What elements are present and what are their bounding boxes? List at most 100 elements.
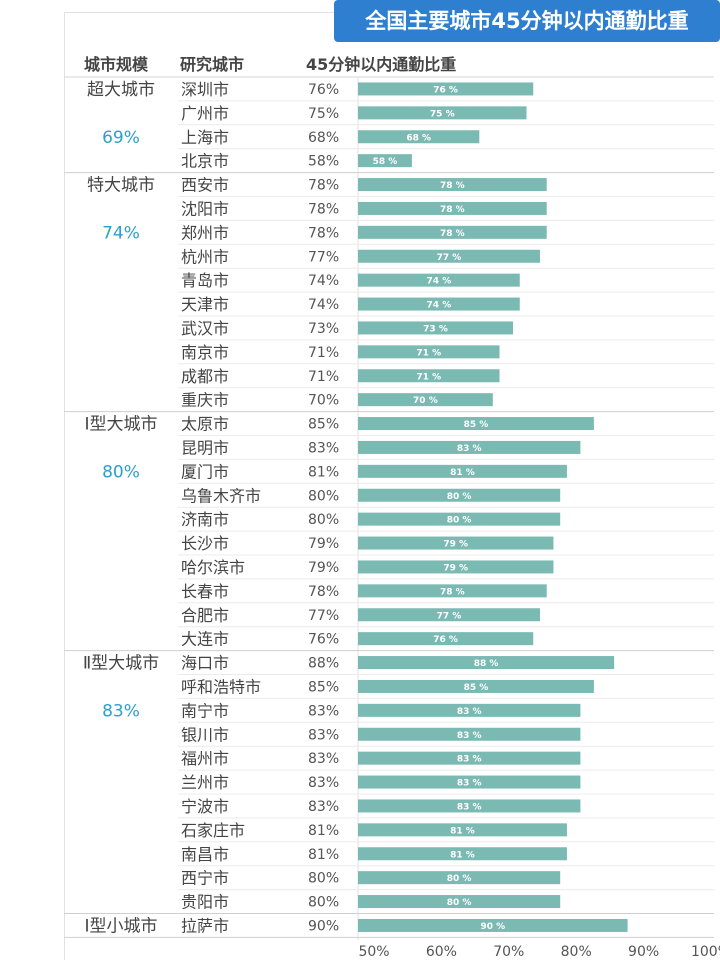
bar-data-label: 81 %: [450, 826, 475, 836]
city-value-label: 83%: [308, 751, 339, 767]
city-value-label: 71%: [308, 345, 339, 361]
bar: [358, 225, 547, 239]
bar-data-label: 83 %: [457, 779, 482, 789]
city-value-label: 79%: [308, 536, 339, 552]
bar-data-label: 81 %: [450, 468, 475, 478]
city-value-label: 78%: [308, 178, 339, 194]
city-value-label: 80%: [308, 512, 339, 528]
city-value-label: 75%: [308, 106, 339, 122]
group-average: 69%: [102, 128, 140, 148]
city-value-label: 78%: [308, 584, 339, 600]
city-value-label: 74%: [308, 297, 339, 313]
city-value-label: 83%: [308, 775, 339, 791]
bar: [358, 823, 567, 837]
group-average: 83%: [102, 701, 140, 721]
city-value-label: 77%: [308, 249, 339, 265]
city-name: 哈尔滨市: [181, 558, 245, 577]
city-name: 天津市: [181, 295, 229, 314]
city-name: 重庆市: [181, 391, 229, 410]
bar-data-label: 71 %: [416, 372, 441, 382]
group-average: 80%: [102, 462, 140, 482]
bar-data-label: 81 %: [450, 850, 475, 860]
city-value-label: 70%: [308, 393, 339, 409]
city-value-label: 68%: [308, 130, 339, 146]
city-name: 武汉市: [181, 319, 229, 338]
bar: [358, 632, 534, 646]
city-value-label: 83%: [308, 727, 339, 743]
city-name: 南昌市: [181, 845, 229, 864]
bar: [358, 273, 520, 287]
city-name: 石家庄市: [181, 821, 245, 840]
bar: [358, 297, 520, 311]
bar: [358, 727, 581, 741]
bar-data-label: 76 %: [433, 635, 458, 645]
bar-data-label: 77 %: [437, 253, 462, 263]
bar-data-label: 74 %: [427, 277, 452, 287]
city-name: 北京市: [181, 152, 229, 171]
city-name: 乌鲁木齐市: [181, 486, 261, 505]
bar: [358, 584, 547, 598]
bar: [358, 871, 561, 885]
bar: [358, 560, 554, 574]
bar: [358, 775, 581, 789]
city-name: 深圳市: [181, 80, 229, 99]
city-name: 长沙市: [181, 534, 229, 553]
city-name: 沈阳市: [181, 199, 229, 218]
city-value-label: 83%: [308, 703, 339, 719]
bar: [358, 82, 534, 96]
city-name: 海口市: [181, 654, 229, 673]
city-name: 兰州市: [181, 773, 229, 792]
city-value-label: 81%: [308, 464, 339, 480]
city-value-label: 74%: [308, 273, 339, 289]
city-name: 大连市: [181, 630, 229, 649]
bar-data-label: 88 %: [474, 659, 499, 669]
bar: [358, 847, 567, 861]
bar-data-label: 71 %: [416, 348, 441, 358]
group-name: 超大城市: [87, 80, 155, 100]
bar-data-label: 85 %: [464, 420, 489, 430]
bar: [358, 799, 581, 813]
city-value-label: 77%: [308, 608, 339, 624]
bar: [358, 440, 581, 454]
chart-title: 全国主要城市45分钟以内通勤比重: [334, 0, 720, 42]
bar-data-label: 80 %: [447, 492, 472, 502]
bar-data-label: 90 %: [480, 922, 505, 932]
city-name: 西安市: [181, 176, 229, 195]
city-name: 拉萨市: [181, 916, 229, 935]
city-value-label: 85%: [308, 417, 339, 433]
bar: [358, 106, 527, 120]
bar-data-label: 79 %: [443, 540, 468, 550]
bar-data-label: 74 %: [427, 301, 452, 311]
city-name: 广州市: [181, 104, 229, 123]
city-value-label: 88%: [308, 656, 339, 672]
bar: [358, 154, 412, 168]
city-name: 贵阳市: [181, 893, 229, 912]
bar-data-label: 68 %: [406, 133, 431, 143]
bar: [358, 201, 547, 215]
bar-data-label: 80 %: [447, 516, 472, 526]
city-name: 太原市: [181, 415, 229, 434]
bar: [358, 178, 547, 192]
city-name: 杭州市: [181, 247, 229, 266]
x-tick-label: 70%: [493, 944, 524, 959]
city-name: 西宁市: [181, 869, 229, 888]
group-name: Ⅰ型小城市: [84, 916, 157, 936]
header-city: 研究城市: [180, 55, 245, 74]
bar: [358, 345, 500, 359]
city-value-label: 81%: [308, 823, 339, 839]
city-name: 青岛市: [181, 271, 229, 290]
bar: [358, 751, 581, 765]
city-name: 南宁市: [181, 701, 229, 720]
x-tick-label: 90%: [628, 944, 659, 959]
city-value-label: 71%: [308, 369, 339, 385]
group-name: 特大城市: [87, 176, 155, 196]
x-tick-label: 60%: [426, 944, 457, 959]
bar-data-label: 58 %: [373, 157, 398, 167]
city-name: 成都市: [181, 367, 229, 386]
x-tick-label: 50%: [358, 944, 389, 959]
city-name: 南京市: [181, 343, 229, 362]
city-value-label: 73%: [308, 321, 339, 337]
city-name: 银川市: [181, 725, 229, 744]
bar-data-label: 78 %: [440, 229, 465, 239]
